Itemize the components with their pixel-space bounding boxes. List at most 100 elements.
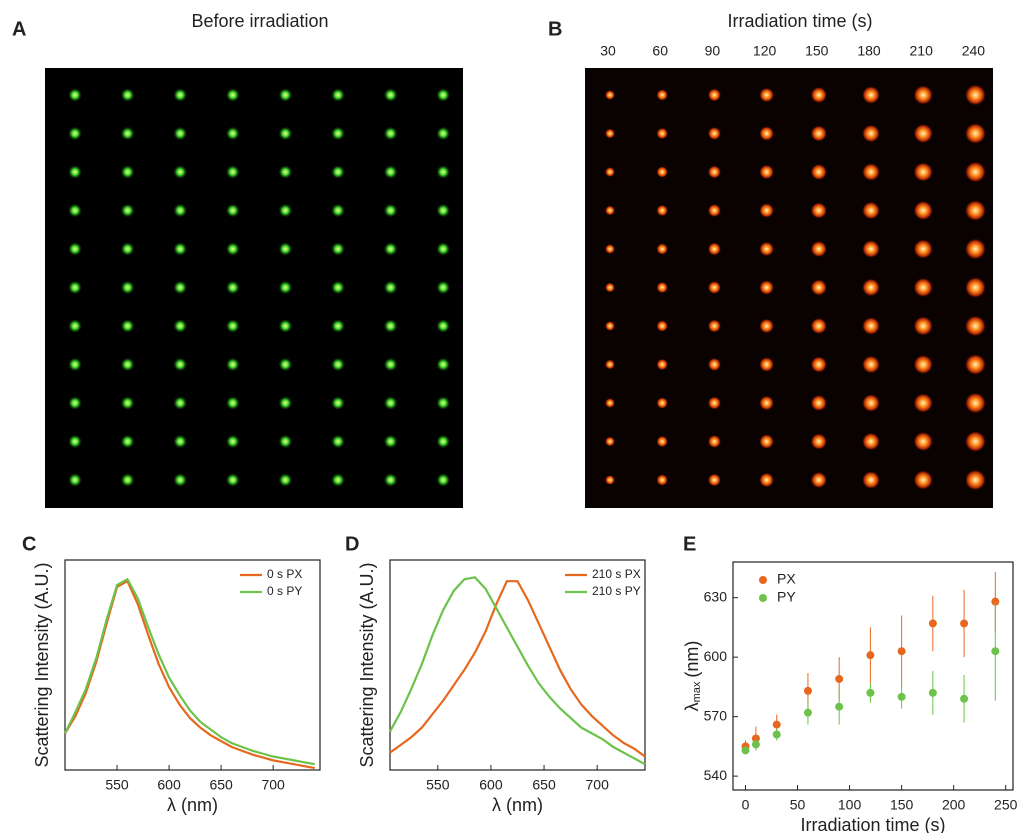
particle xyxy=(383,88,398,102)
particle xyxy=(707,357,722,372)
particle xyxy=(605,205,615,216)
particle xyxy=(68,357,82,372)
particle xyxy=(964,353,987,376)
particle xyxy=(605,128,615,139)
particle xyxy=(605,475,615,485)
particle xyxy=(862,471,880,489)
x-tick-label: 200 xyxy=(942,797,966,813)
plot-frame xyxy=(389,559,646,771)
particle xyxy=(68,242,82,256)
particle xyxy=(68,473,82,487)
particle xyxy=(913,393,933,413)
particle xyxy=(810,125,827,142)
column-label: 150 xyxy=(805,43,829,59)
particle xyxy=(810,240,827,258)
particle xyxy=(173,473,188,487)
particle xyxy=(605,282,615,293)
x-tick-label: 550 xyxy=(105,777,129,793)
particle xyxy=(278,88,293,102)
particle xyxy=(68,396,82,410)
particle xyxy=(120,396,135,410)
particle xyxy=(605,167,615,177)
particle xyxy=(436,396,451,410)
particle xyxy=(225,396,240,410)
x-tick-label: 0 xyxy=(742,797,750,813)
particle xyxy=(707,126,722,141)
particle xyxy=(225,88,240,102)
x-tick-label: 550 xyxy=(426,777,450,793)
particle xyxy=(436,203,451,218)
particle xyxy=(436,126,451,141)
particle xyxy=(810,356,827,373)
particle xyxy=(964,392,987,414)
point xyxy=(772,720,781,729)
particle xyxy=(913,316,933,336)
particle xyxy=(331,473,345,487)
particle xyxy=(862,163,880,181)
particle xyxy=(656,320,668,332)
point xyxy=(803,708,812,717)
particle xyxy=(225,242,240,256)
particle xyxy=(383,126,398,141)
particle xyxy=(331,357,345,372)
particle xyxy=(707,88,722,102)
particle xyxy=(278,319,293,333)
x-tick-label: 700 xyxy=(261,777,285,793)
particle xyxy=(862,355,880,374)
particle xyxy=(759,472,774,488)
particle xyxy=(913,85,933,105)
point xyxy=(928,688,937,697)
x-axis-label: λ (nm) xyxy=(492,795,543,815)
particle xyxy=(862,201,880,220)
x-tick-label: 700 xyxy=(586,777,610,793)
particle xyxy=(120,165,135,179)
particle xyxy=(225,319,240,333)
particle xyxy=(913,470,933,490)
particle xyxy=(278,242,293,256)
particle xyxy=(810,433,827,450)
image-title: Before irradiation xyxy=(191,11,328,31)
particle xyxy=(173,165,188,179)
point xyxy=(835,674,844,683)
y-axis-label: Scattering Intensity (A.U.) xyxy=(32,562,52,767)
particle xyxy=(656,358,668,371)
line xyxy=(389,576,646,766)
particle xyxy=(964,199,987,222)
particle xyxy=(120,280,135,295)
particle xyxy=(331,319,345,333)
x-axis-label: λ (nm) xyxy=(167,795,218,815)
particle xyxy=(759,318,774,334)
particle xyxy=(331,88,345,102)
particle xyxy=(810,86,827,104)
particle xyxy=(810,279,827,296)
particle xyxy=(225,165,240,179)
particle xyxy=(120,203,135,218)
legend-label: 210 s PX xyxy=(592,567,641,581)
column-label: 180 xyxy=(857,43,881,59)
particle xyxy=(964,276,987,299)
particle xyxy=(173,88,188,102)
particle xyxy=(173,280,188,295)
column-label: 90 xyxy=(705,43,721,59)
point xyxy=(960,694,969,703)
particle xyxy=(964,122,987,145)
y-tick-label: 540 xyxy=(704,767,728,783)
plot-frame xyxy=(732,561,1014,791)
particle xyxy=(120,126,135,141)
particle xyxy=(759,164,774,180)
column-label: 210 xyxy=(910,43,934,59)
panel-label: B xyxy=(548,18,562,40)
particle xyxy=(225,473,240,487)
particle xyxy=(331,126,345,141)
particle xyxy=(436,319,451,333)
line xyxy=(389,580,646,758)
particle xyxy=(225,126,240,141)
line xyxy=(64,579,315,770)
line xyxy=(64,577,315,766)
particle xyxy=(383,280,398,295)
particle xyxy=(120,357,135,372)
particle xyxy=(383,319,398,333)
particle xyxy=(68,280,82,295)
particle xyxy=(964,84,987,106)
